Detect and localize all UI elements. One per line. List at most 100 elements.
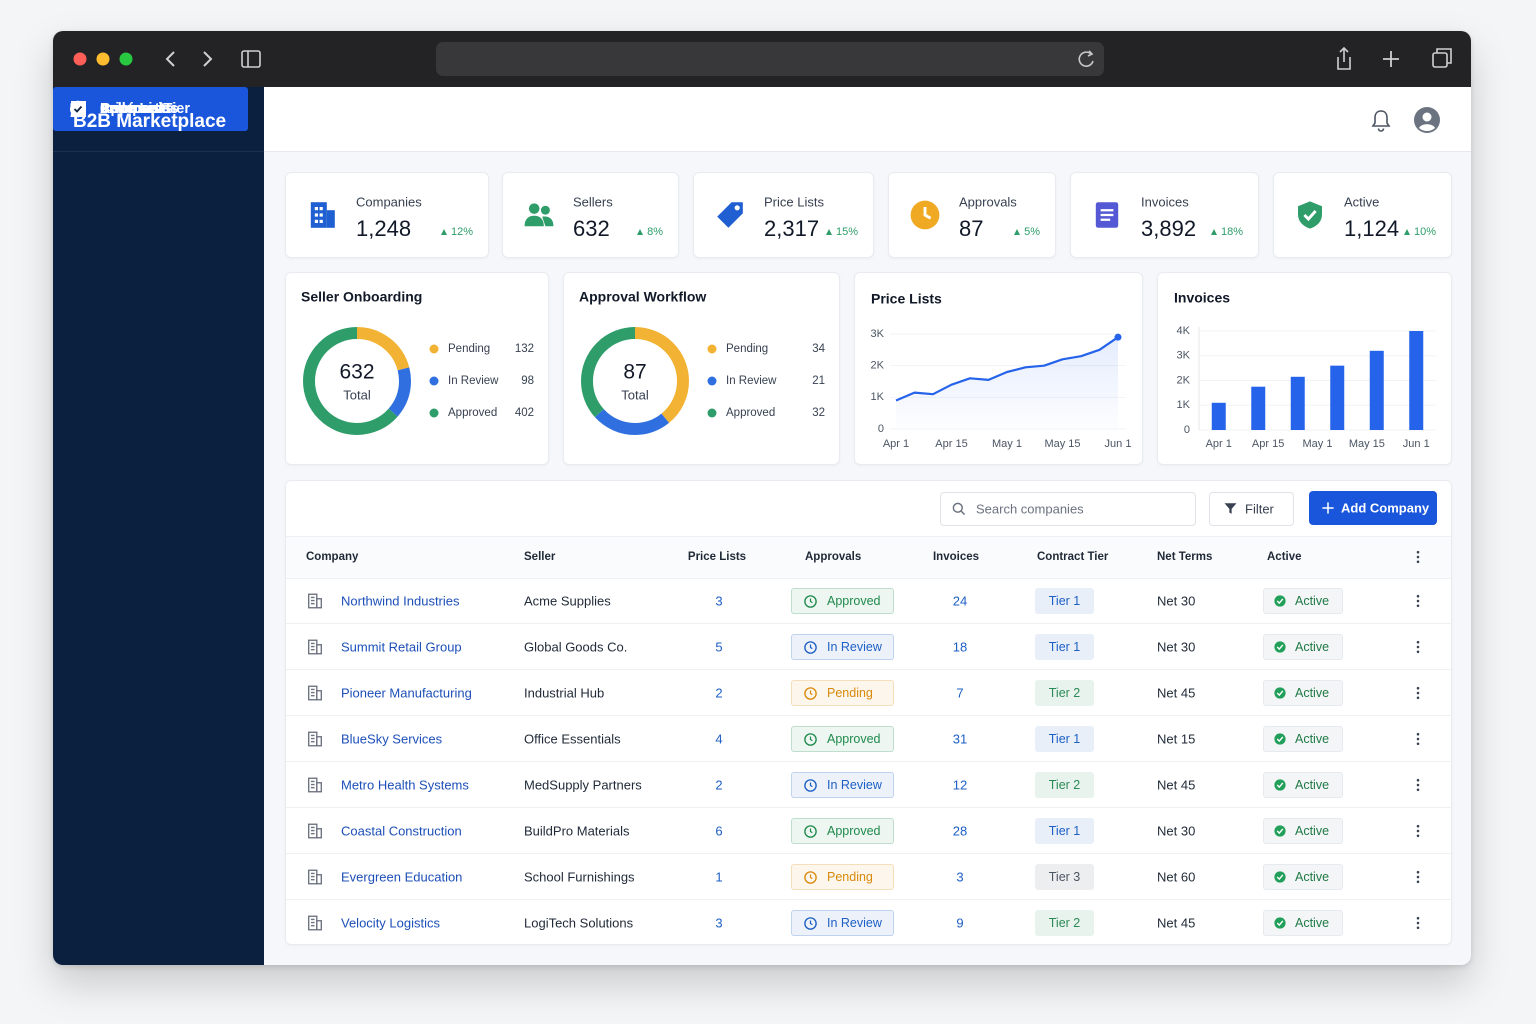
column-header: Contract Tier bbox=[1037, 551, 1109, 563]
sidebar-toggle[interactable] bbox=[241, 50, 261, 68]
net-terms: Net 15 bbox=[1157, 731, 1196, 747]
icon-part bbox=[1274, 825, 1286, 837]
active-icon bbox=[1274, 825, 1286, 837]
active-status: Active bbox=[1295, 594, 1330, 608]
company-name[interactable]: Velocity Logistics bbox=[341, 915, 440, 931]
nav-item[interactable]: Approvals bbox=[53, 101, 248, 263]
icon-part bbox=[1416, 783, 1420, 787]
approval-status: Approved bbox=[827, 594, 881, 608]
icon-part bbox=[804, 733, 817, 746]
invoice-count: 9 bbox=[956, 915, 964, 931]
icon-part bbox=[809, 782, 813, 788]
company-name[interactable]: Summit Retail Group bbox=[341, 639, 462, 655]
icon-part bbox=[1416, 560, 1420, 564]
row-menu-button[interactable] bbox=[1410, 549, 1426, 565]
browser-chrome bbox=[53, 31, 1471, 87]
share-button[interactable] bbox=[1337, 46, 1351, 70]
approval-badge: In Review bbox=[791, 772, 894, 798]
approval-status: In Review bbox=[827, 778, 882, 792]
search-input[interactable]: Search companies bbox=[940, 492, 1196, 526]
icon-part bbox=[1276, 920, 1284, 927]
approval-icon bbox=[804, 825, 817, 838]
back-button[interactable] bbox=[165, 51, 175, 67]
column-header: Company bbox=[306, 551, 359, 563]
company-name[interactable]: Evergreen Education bbox=[341, 869, 463, 885]
row-menu-button[interactable] bbox=[1410, 777, 1426, 793]
row-divider bbox=[286, 899, 1451, 900]
nav-item[interactable]: Sellers bbox=[53, 101, 248, 175]
nav-item[interactable]: Contract Tier bbox=[53, 100, 248, 351]
company-name[interactable]: Northwind Industries bbox=[341, 593, 460, 609]
address-bar[interactable] bbox=[436, 42, 1104, 76]
nav-item[interactable]: Invoices bbox=[53, 101, 248, 307]
row-menu-button[interactable] bbox=[1410, 593, 1426, 609]
approval-badge: Approved bbox=[791, 818, 894, 844]
company-name[interactable]: Metro Health Systems bbox=[341, 777, 469, 793]
active-icon bbox=[1274, 871, 1286, 883]
notifications-button[interactable] bbox=[1370, 108, 1392, 132]
add-company-button[interactable]: Add Company bbox=[1309, 491, 1437, 525]
stat-label: Price Lists bbox=[764, 194, 824, 210]
active-status: Active bbox=[1295, 732, 1330, 746]
icon-part bbox=[310, 734, 315, 743]
reload-button[interactable] bbox=[1078, 51, 1094, 67]
nav-item[interactable]: Price Lists bbox=[53, 101, 248, 219]
chart-card bbox=[854, 272, 1143, 465]
icon-part bbox=[1276, 644, 1284, 651]
icon-part bbox=[1276, 782, 1284, 789]
seller-name: Industrial Hub bbox=[524, 685, 605, 701]
column-header: Net Terms bbox=[1157, 551, 1213, 563]
stat-icon bbox=[717, 202, 743, 228]
icon-part bbox=[804, 917, 817, 930]
close-button[interactable] bbox=[73, 52, 87, 66]
tier-badge: Tier 2 bbox=[1035, 680, 1094, 706]
tabs-button[interactable] bbox=[1432, 52, 1448, 68]
seller-name: Acme Supplies bbox=[524, 593, 611, 609]
net-terms: Net 30 bbox=[1157, 639, 1196, 655]
new-tab-button[interactable] bbox=[1383, 51, 1399, 67]
filter-button[interactable]: Filter bbox=[1209, 492, 1294, 526]
stat-label: Sellers bbox=[573, 194, 613, 210]
stat-icon bbox=[524, 203, 554, 227]
row-menu-button[interactable] bbox=[1410, 639, 1426, 655]
icon-part bbox=[316, 736, 322, 747]
active-status: Active bbox=[1295, 778, 1330, 792]
active-badge: Active bbox=[1263, 634, 1343, 660]
row-menu-button[interactable] bbox=[1410, 915, 1426, 931]
price-lists-count: 1 bbox=[715, 869, 723, 885]
avatar-button[interactable] bbox=[1413, 106, 1441, 134]
icon-part bbox=[809, 736, 813, 742]
company-name[interactable]: Pioneer Manufacturing bbox=[341, 685, 472, 701]
price-lists-count: 3 bbox=[715, 915, 723, 931]
column-header: Price Lists bbox=[687, 551, 747, 563]
seller-name: Office Essentials bbox=[524, 731, 621, 747]
nav-label: Companies bbox=[100, 101, 179, 117]
row-menu-button[interactable] bbox=[1410, 869, 1426, 885]
icon-part bbox=[314, 219, 318, 223]
company-name[interactable]: Coastal Construction bbox=[341, 823, 462, 839]
icon-part bbox=[319, 219, 323, 223]
chart-card bbox=[563, 272, 840, 465]
tier-badge: Tier 2 bbox=[1035, 910, 1094, 936]
row-menu-button[interactable] bbox=[1410, 685, 1426, 701]
icon-part bbox=[316, 690, 322, 701]
icon-part bbox=[1416, 829, 1420, 833]
company-icon bbox=[308, 593, 322, 609]
company-name[interactable]: BlueSky Services bbox=[341, 731, 443, 747]
icon-part bbox=[310, 688, 315, 697]
row-menu-button[interactable] bbox=[1410, 731, 1426, 747]
stat-icon bbox=[310, 202, 335, 228]
company-icon bbox=[308, 777, 322, 793]
row-menu-button[interactable] bbox=[1410, 823, 1426, 839]
stat-card: Active 1,124 10% bbox=[1273, 172, 1452, 258]
active-badge: Active bbox=[1263, 910, 1343, 936]
minimize-button[interactable] bbox=[96, 52, 110, 66]
stat-change-value: 10% bbox=[1413, 226, 1436, 238]
top-bar bbox=[264, 87, 1471, 152]
avatar-body bbox=[1419, 124, 1435, 132]
forward-button[interactable] bbox=[203, 51, 213, 67]
icon-part bbox=[314, 213, 318, 217]
icon-part bbox=[1416, 916, 1420, 920]
zoom-button[interactable] bbox=[119, 52, 133, 66]
